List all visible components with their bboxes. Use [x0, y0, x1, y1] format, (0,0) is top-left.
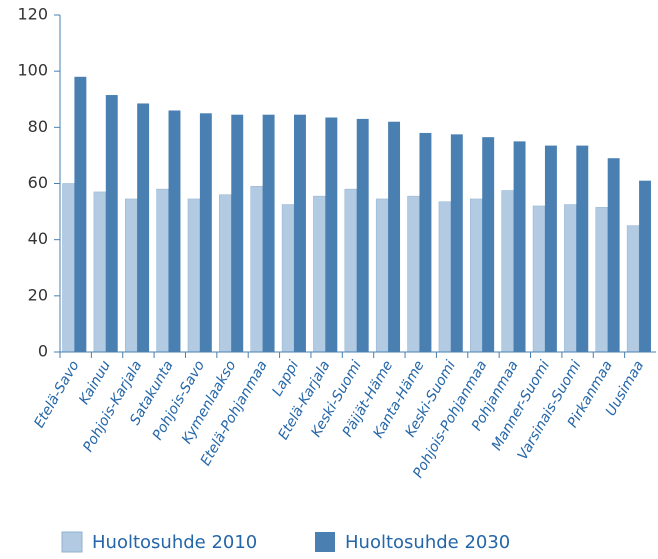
bar: [313, 195, 326, 353]
y-tick-label: 120: [17, 5, 48, 24]
bar: [124, 198, 138, 353]
bar: [564, 204, 577, 353]
bar: [156, 188, 169, 353]
bar: [419, 132, 432, 352]
bar: [325, 117, 338, 352]
bar: [532, 205, 546, 353]
bar: [626, 225, 640, 353]
bar: [344, 188, 357, 353]
y-tick-label: 40: [28, 229, 48, 248]
bar: [219, 194, 232, 353]
y-tick-label: 60: [28, 173, 48, 192]
bar: [438, 201, 452, 353]
bar: [607, 158, 620, 352]
bar: [544, 145, 557, 352]
legend-swatch: [61, 531, 83, 553]
bar: [501, 190, 514, 353]
bar: [513, 141, 526, 352]
y-tick-label: 100: [17, 61, 48, 80]
bar: [187, 198, 201, 353]
y-tick-label: 80: [28, 117, 48, 136]
bar: [356, 118, 369, 353]
bar: [595, 207, 608, 353]
bar: [62, 183, 75, 353]
legend-label: Huoltosuhde 2010: [92, 532, 257, 553]
bar: [105, 95, 118, 352]
bar: [375, 198, 389, 353]
bar: [74, 76, 87, 353]
bar: [137, 103, 150, 353]
bar: [294, 114, 306, 352]
bar: [168, 110, 181, 352]
legend-swatch: [315, 532, 335, 552]
bar: [231, 114, 244, 352]
bar: [262, 114, 275, 352]
y-tick-label: 0: [38, 342, 48, 361]
y-tick-label: 20: [28, 285, 48, 304]
legend-label: Huoltosuhde 2030: [345, 532, 510, 553]
bar: [388, 121, 401, 352]
bar: [199, 113, 212, 353]
x-tick-label: Lappi: [269, 358, 302, 399]
bar: [93, 191, 107, 353]
bar: [639, 180, 651, 352]
bar: [576, 145, 589, 352]
bar: [450, 134, 463, 352]
bar: [407, 195, 420, 353]
bar: [470, 198, 483, 353]
x-tick-label: Etelä-Savo: [31, 358, 82, 431]
bar: [482, 137, 495, 352]
bar: [281, 204, 295, 353]
bar: [250, 186, 263, 353]
